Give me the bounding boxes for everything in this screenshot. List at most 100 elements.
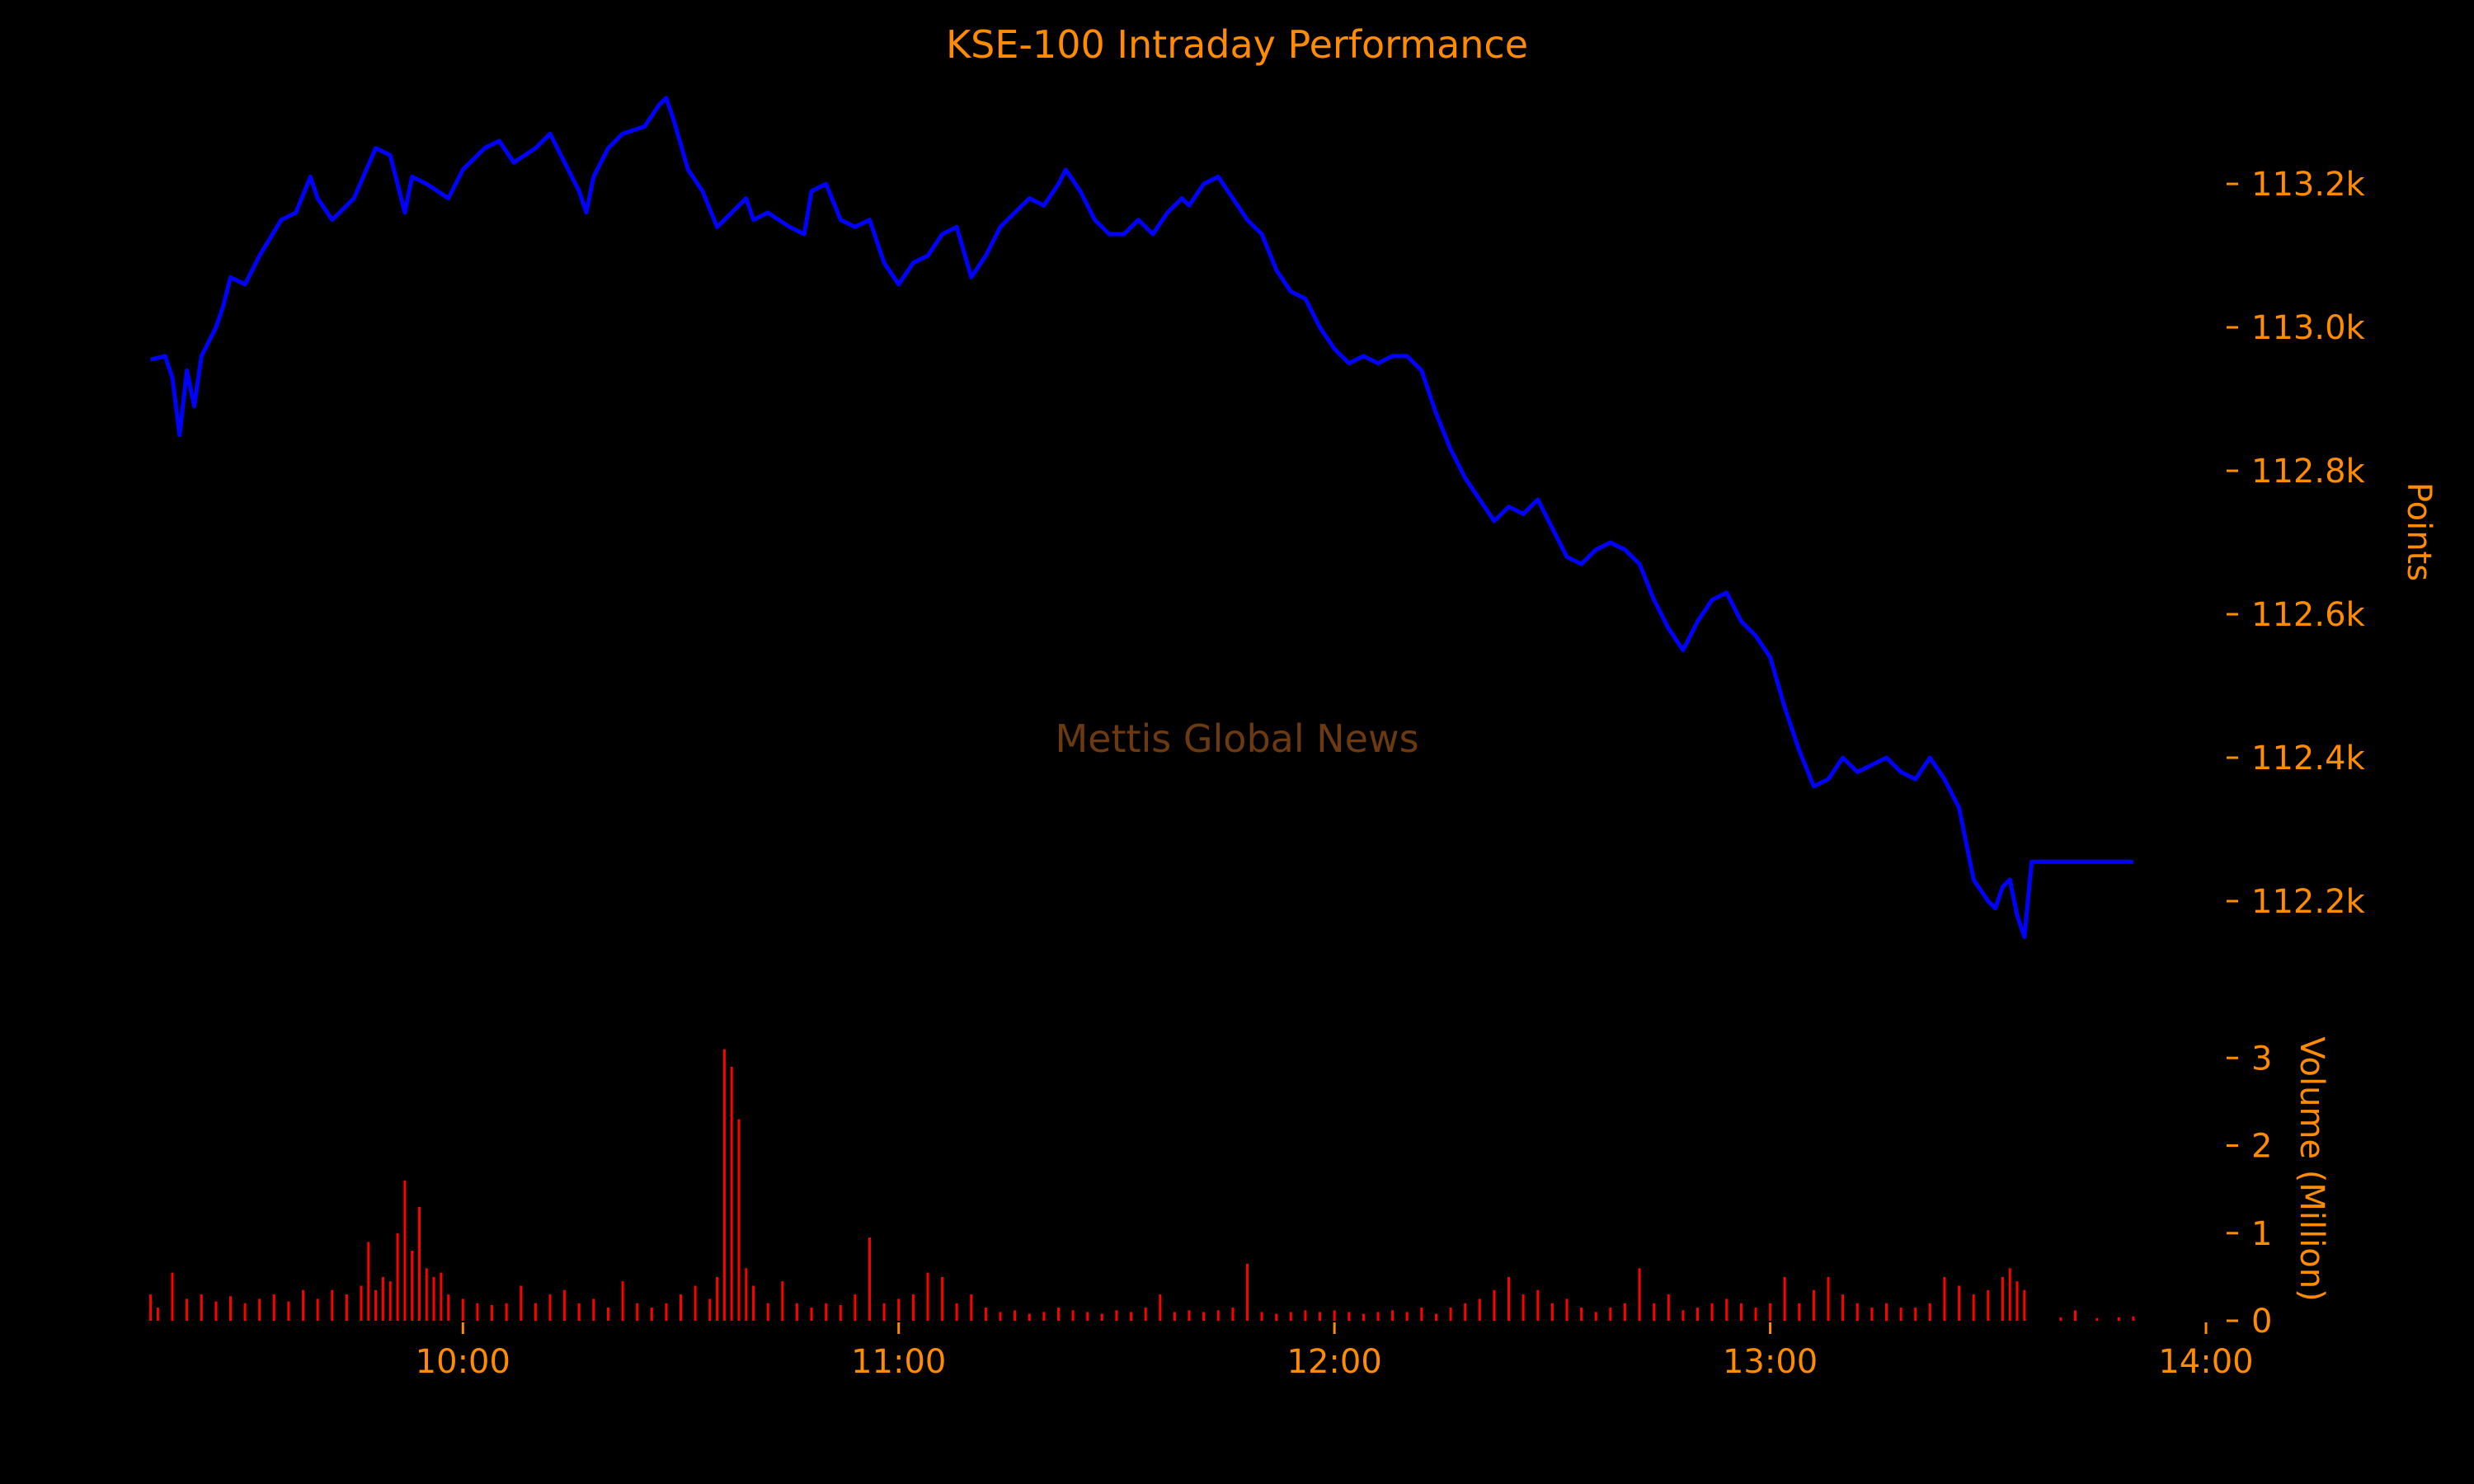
volume-bar xyxy=(1231,1308,1235,1321)
volume-bar xyxy=(1958,1285,1961,1321)
time-tick-label: 11:00 xyxy=(851,1343,946,1381)
volume-bar xyxy=(432,1276,435,1321)
volume-bar xyxy=(1144,1308,1147,1321)
volume-bar xyxy=(1769,1303,1772,1322)
volume-bar xyxy=(411,1251,414,1321)
time-tick-label: 10:00 xyxy=(416,1343,510,1381)
volume-bar xyxy=(316,1298,319,1321)
volume-bar xyxy=(149,1294,153,1321)
volume-bar xyxy=(999,1312,1002,1321)
volume-bar xyxy=(1216,1310,1220,1322)
volume-bar xyxy=(1014,1310,1017,1322)
volume-bar xyxy=(1449,1308,1452,1321)
volume-bar xyxy=(1798,1303,1801,1322)
volume-bar xyxy=(1536,1289,1540,1321)
volume-bar xyxy=(1594,1312,1597,1321)
volume-bar xyxy=(1028,1313,1031,1321)
volume-tick-label: 3 xyxy=(2251,1040,2272,1078)
volume-bar xyxy=(403,1181,407,1321)
volume-bar xyxy=(716,1276,719,1321)
volume-bar xyxy=(955,1303,958,1322)
volume-bar xyxy=(825,1303,828,1322)
volume-bar xyxy=(1100,1313,1103,1321)
volume-bar xyxy=(1493,1289,1496,1321)
volume-bar xyxy=(491,1304,493,1321)
volume-bar xyxy=(795,1303,798,1322)
volume-bar xyxy=(1391,1310,1395,1322)
volume-bar xyxy=(1943,1276,1946,1321)
volume-bar xyxy=(2074,1310,2077,1322)
volume-bar xyxy=(650,1308,653,1321)
price-tick-label: 113.2k xyxy=(2251,166,2366,204)
volume-bar xyxy=(745,1268,748,1322)
volume-bar xyxy=(461,1298,464,1321)
volume-bar xyxy=(1885,1303,1888,1322)
volume-bar xyxy=(752,1285,755,1321)
volume-bar xyxy=(476,1303,479,1322)
volume-bar xyxy=(1057,1308,1060,1321)
price-tick-label: 112.4k xyxy=(2251,740,2366,777)
volume-bar xyxy=(214,1301,218,1321)
volume-bar xyxy=(1565,1298,1569,1321)
price-series-line xyxy=(150,96,2133,939)
volume-bar xyxy=(577,1303,581,1322)
volume-bar xyxy=(810,1308,813,1321)
volume-bar xyxy=(882,1303,886,1322)
volume-bar xyxy=(1580,1308,1583,1321)
volume-bar xyxy=(1246,1263,1249,1321)
volume-bar xyxy=(1870,1308,1874,1321)
volume-bar xyxy=(665,1303,668,1322)
volume-bar xyxy=(200,1294,203,1321)
volume-bar xyxy=(1348,1312,1351,1321)
volume-bar xyxy=(1304,1310,1307,1322)
volume-bar xyxy=(287,1301,290,1321)
volume-bar xyxy=(563,1289,567,1321)
volume-bar xyxy=(621,1281,624,1321)
volume-bar xyxy=(1696,1308,1699,1321)
volume-bar xyxy=(1478,1298,1481,1321)
volume-bar xyxy=(418,1206,421,1321)
volume-bar xyxy=(1405,1312,1409,1321)
volume-bar xyxy=(2095,1317,2099,1321)
volume-bar xyxy=(766,1303,769,1322)
volume-bar xyxy=(2015,1281,2019,1321)
time-tick-label: 14:00 xyxy=(2158,1343,2253,1381)
volume-bar xyxy=(505,1303,508,1322)
time-tick-label: 13:00 xyxy=(1723,1343,1818,1381)
volume-bar xyxy=(694,1285,697,1321)
volume-bar xyxy=(1275,1313,1278,1321)
volume-bar xyxy=(839,1304,842,1321)
volume-bar xyxy=(1754,1308,1757,1321)
volume-bar xyxy=(1653,1303,1656,1322)
volume-bar xyxy=(1725,1298,1729,1321)
volume-bar xyxy=(1550,1303,1554,1322)
time-tick-label: 12:00 xyxy=(1287,1343,1382,1381)
volume-bar xyxy=(1609,1308,1612,1321)
volume-bar xyxy=(1899,1308,1903,1321)
volume-bar xyxy=(331,1289,334,1321)
volume-bar xyxy=(388,1281,392,1321)
price-tick-label: 112.8k xyxy=(2251,453,2366,491)
volume-bar xyxy=(1914,1308,1917,1321)
volume-bar xyxy=(854,1294,857,1321)
volume-bar xyxy=(2117,1317,2120,1322)
watermark-text: Mettis Global News xyxy=(1055,716,1418,761)
volume-bar xyxy=(1638,1268,1641,1322)
volume-bar xyxy=(440,1272,443,1321)
volume-bar xyxy=(1827,1276,1830,1321)
volume-bar xyxy=(1710,1303,1714,1322)
volume-bar xyxy=(1841,1294,1845,1321)
volume-bar xyxy=(984,1308,987,1321)
volume-bar xyxy=(360,1285,363,1321)
volume-bar xyxy=(258,1298,261,1321)
volume-bar xyxy=(396,1233,399,1322)
volume-bar xyxy=(636,1303,639,1322)
volume-bar xyxy=(970,1294,973,1321)
volume-bar xyxy=(1739,1303,1743,1322)
volume-bar xyxy=(1681,1310,1685,1322)
volume-bar xyxy=(1042,1312,1046,1321)
volume-bar xyxy=(1435,1313,1437,1321)
volume-bar xyxy=(1376,1312,1380,1321)
